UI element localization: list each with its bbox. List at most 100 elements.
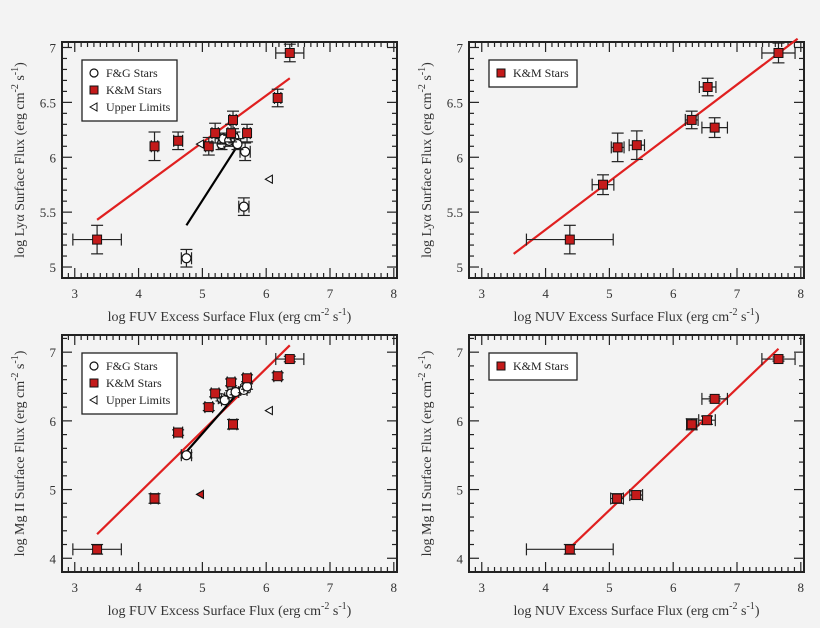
data-point — [686, 419, 697, 430]
label-segment: ) — [755, 604, 760, 619]
data-point — [232, 138, 243, 150]
superscript: -2 — [321, 307, 329, 318]
x-axis-label: log NUV Excess Surface Flux (erg cm-2 s-… — [514, 601, 760, 619]
y-tick-label: 4 — [50, 551, 57, 566]
y-axis-label: log Mg II Surface Flux (erg cm-2 s-1) — [417, 350, 435, 556]
label-segment: log Mg II Surface Flux (erg cm — [13, 381, 28, 557]
legend-marker-square — [496, 361, 506, 371]
x-tick-label: 5 — [606, 286, 613, 301]
x-tick-label: 6 — [670, 580, 677, 595]
superscript: -1 — [10, 355, 21, 363]
legend: F&G Stars K&M Stars Upper Limits — [81, 352, 178, 415]
superscript: -1 — [417, 67, 428, 75]
superscript: -1 — [746, 307, 754, 318]
label-segment: log Lyα Surface Flux (erg cm — [420, 92, 435, 257]
legend-label: K&M Stars — [106, 376, 162, 390]
legend-label: Upper Limits — [106, 393, 171, 407]
x-tick-label: 8 — [391, 286, 398, 301]
legend: K&M Stars — [488, 352, 578, 381]
y-axis-label: log Mg II Surface Flux (erg cm-2 s-1) — [10, 350, 28, 556]
fit-line-red — [569, 347, 780, 549]
data-point — [284, 354, 295, 365]
data-point — [264, 405, 273, 416]
data-point — [210, 388, 221, 399]
data-point — [564, 234, 575, 245]
legend-label: K&M Stars — [106, 83, 162, 97]
data-point — [564, 544, 575, 555]
superscript: -2 — [417, 373, 428, 381]
data-point — [228, 419, 239, 430]
x-axis-label: log FUV Excess Surface Flux (erg cm-2 s-… — [108, 307, 352, 325]
y-tick-label: 7 — [457, 345, 464, 360]
label-segment: ) — [420, 350, 435, 355]
data-point — [149, 493, 160, 504]
data-point — [173, 427, 184, 438]
data-point — [242, 128, 253, 139]
y-axis-label: log Lyα Surface Flux (erg cm-2 s-1) — [10, 62, 28, 258]
x-axis-label: log FUV Excess Surface Flux (erg cm-2 s-… — [108, 601, 352, 619]
panel-2: 3 4 5 6 7 8 5 5.5 6 6.5 7 log NUV Excess Surface Fl… — [417, 37, 805, 325]
data-point — [264, 174, 273, 185]
label-segment: log NUV Excess Surface Flux (erg cm — [514, 604, 730, 619]
label-segment: s — [329, 604, 338, 619]
label-segment: s — [329, 310, 338, 325]
plot-frame — [61, 334, 398, 573]
legend-marker-square — [89, 85, 99, 95]
legend-marker-circle — [89, 361, 99, 371]
x-tick-label: 7 — [327, 580, 334, 595]
legend-box — [488, 352, 578, 381]
superscript: -1 — [338, 307, 346, 318]
data-point — [702, 82, 713, 93]
y-tick-label: 6.5 — [40, 95, 56, 110]
y-tick-label: 6 — [50, 414, 57, 429]
x-tick-label: 4 — [542, 580, 549, 595]
data-point — [228, 114, 239, 125]
label-segment: s — [13, 75, 28, 84]
data-point — [612, 493, 623, 504]
data-point — [195, 489, 205, 500]
fit-line-red — [513, 37, 799, 255]
data-point — [702, 415, 713, 426]
x-tick-label: 8 — [798, 286, 805, 301]
panel-1: 3 4 5 6 7 8 5 5.5 6 6.5 7 log FUV Excess Surface Fl… — [10, 40, 398, 325]
data-point — [773, 47, 784, 58]
x-tick-label: 3 — [72, 286, 79, 301]
data-point — [203, 141, 214, 152]
label-segment: log FUV Excess Surface Flux (erg cm — [108, 310, 321, 325]
label-segment: s — [738, 310, 747, 325]
x-tick-label: 7 — [327, 286, 334, 301]
label-segment: s — [738, 604, 747, 619]
x-tick-label: 7 — [734, 580, 741, 595]
y-axis-label: log Lyα Surface Flux (erg cm-2 s-1) — [417, 62, 435, 258]
label-segment: ) — [13, 62, 28, 67]
data-point — [242, 373, 253, 384]
x-tick-label: 7 — [734, 286, 741, 301]
x-tick-label: 3 — [479, 286, 486, 301]
y-tick-label: 5 — [457, 260, 464, 275]
data-point — [92, 544, 103, 555]
legend-marker-circle — [89, 68, 99, 78]
data-point — [203, 402, 214, 413]
x-axis-label: log NUV Excess Surface Flux (erg cm-2 s-… — [514, 307, 760, 325]
superscript: -1 — [746, 601, 754, 612]
legend: F&G Stars K&M Stars Upper Limits — [81, 59, 178, 122]
y-tick-label: 4 — [457, 551, 464, 566]
data-point — [612, 142, 623, 153]
y-tick-label: 5 — [50, 483, 57, 498]
plot-frame — [468, 334, 805, 573]
legend-label: K&M Stars — [513, 359, 569, 373]
x-tick-label: 3 — [72, 580, 79, 595]
legend: K&M Stars — [488, 59, 578, 88]
legend-marker-triangle — [88, 102, 98, 112]
x-tick-label: 6 — [670, 286, 677, 301]
legend-label: F&G Stars — [106, 359, 158, 373]
x-tick-label: 5 — [199, 286, 206, 301]
label-segment: ) — [755, 310, 760, 325]
data-point — [631, 490, 642, 501]
data-point — [240, 146, 251, 157]
label-segment: ) — [347, 310, 352, 325]
superscript: -2 — [729, 601, 737, 612]
x-tick-label: 4 — [542, 286, 549, 301]
plot-frame — [468, 41, 805, 279]
data-point — [238, 201, 249, 212]
